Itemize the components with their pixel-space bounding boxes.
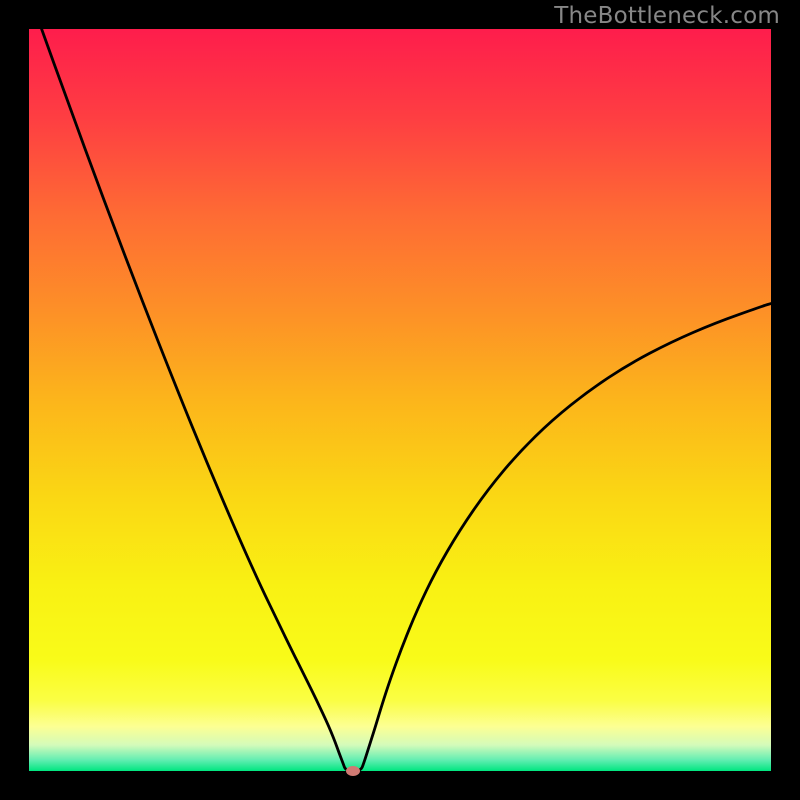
chart-frame: TheBottleneck.com bbox=[0, 0, 800, 800]
watermark-text: TheBottleneck.com bbox=[554, 3, 780, 29]
plot-gradient-area bbox=[29, 29, 771, 771]
minimum-marker bbox=[346, 766, 360, 776]
bottleneck-curve bbox=[29, 29, 771, 771]
